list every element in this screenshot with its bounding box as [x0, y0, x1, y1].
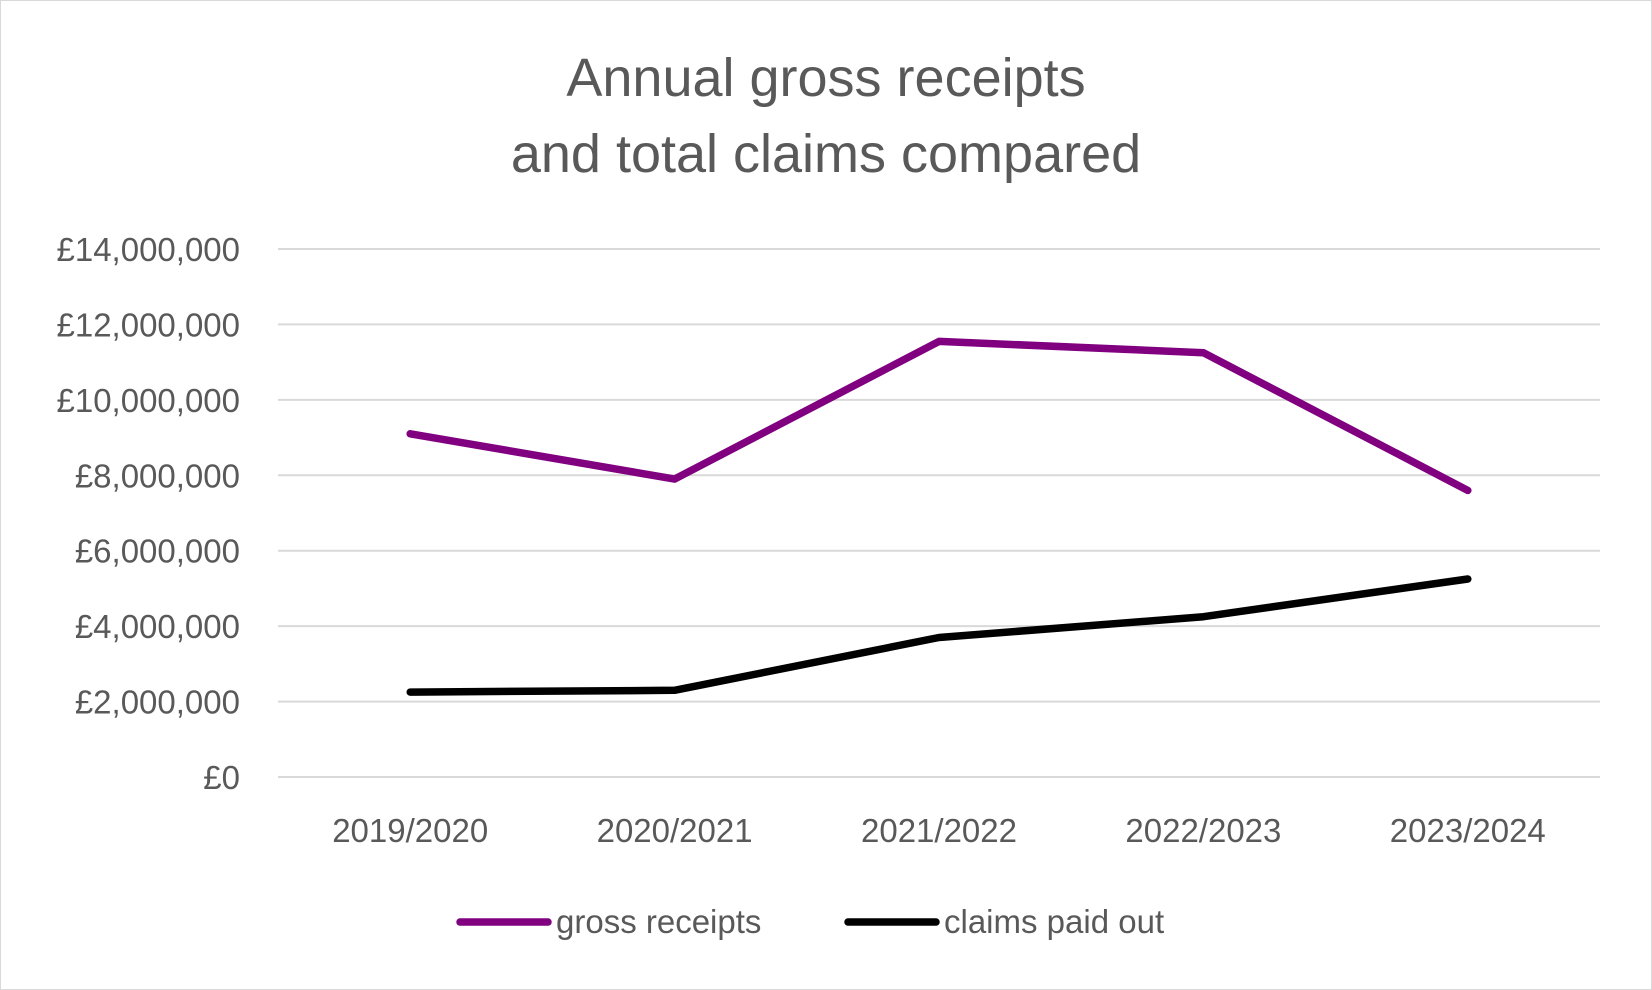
series-line-2: [406, 575, 1472, 696]
legend-label: gross receipts: [556, 903, 761, 940]
gridlines: [278, 248, 1600, 778]
chart-title: Annual gross receipts and total claims co…: [511, 48, 1141, 184]
chart-title-line-1: Annual gross receipts: [566, 48, 1085, 108]
x-tick-label: 2020/2021: [597, 812, 753, 849]
series-line-1: [406, 337, 1472, 495]
y-tick-label: £6,000,000: [75, 533, 240, 570]
y-tick-label: £4,000,000: [75, 608, 240, 645]
y-tick-label: £12,000,000: [56, 306, 240, 343]
y-tick-label: £0: [203, 759, 240, 796]
y-tick-label: £10,000,000: [56, 382, 240, 419]
y-tick-label: £14,000,000: [56, 231, 240, 268]
x-axis-tick-labels: 2019/2020 2020/2021 2021/2022 2022/2023 2023…: [332, 812, 1546, 849]
y-tick-label: £8,000,000: [75, 457, 240, 494]
y-axis-tick-labels: £0 £2,000,000 £4,000,000 £6,000,000 £8,000,0…: [56, 231, 240, 796]
series-lines: [406, 337, 1472, 696]
x-tick-label: 2023/2024: [1390, 812, 1546, 849]
legend-label: claims paid out: [944, 903, 1164, 940]
legend: gross receipts claims paid out: [456, 903, 1164, 940]
x-tick-label: 2021/2022: [861, 812, 1017, 849]
y-tick-label: £2,000,000: [75, 684, 240, 721]
chart-title-line-2: and total claims compared: [511, 124, 1141, 184]
x-tick-label: 2019/2020: [332, 812, 488, 849]
x-tick-label: 2022/2023: [1125, 812, 1281, 849]
